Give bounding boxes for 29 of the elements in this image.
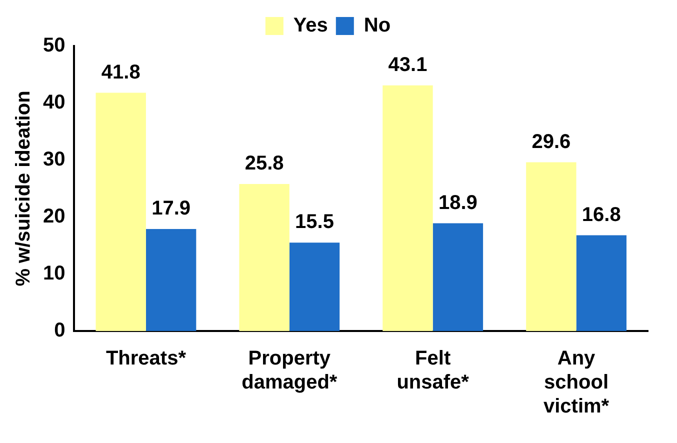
bar bbox=[289, 242, 340, 331]
y-tick-label: 10 bbox=[42, 262, 66, 285]
y-tick-label: 40 bbox=[42, 92, 66, 114]
bar bbox=[576, 235, 626, 331]
bar bbox=[146, 228, 196, 331]
bar bbox=[382, 85, 433, 331]
data-label: 43.1 bbox=[388, 54, 428, 76]
bar bbox=[526, 162, 576, 331]
bar bbox=[432, 223, 484, 331]
x-tick-label: Property damaged* bbox=[242, 348, 338, 394]
y-tick-label: 30 bbox=[42, 148, 66, 171]
data-label: 29.6 bbox=[532, 130, 571, 153]
data-label: 41.8 bbox=[101, 61, 140, 84]
x-tick-label: Threats* bbox=[106, 348, 186, 370]
data-label: 15.5 bbox=[295, 211, 334, 234]
y-axis-title: % w/suicide ideation bbox=[12, 90, 35, 286]
legend-label: No bbox=[364, 14, 391, 37]
y-tick-label: 20 bbox=[42, 206, 66, 228]
legend-label: Yes bbox=[293, 14, 328, 37]
data-label: 16.8 bbox=[582, 204, 621, 226]
data-label: 25.8 bbox=[244, 152, 284, 174]
data-label: 18.9 bbox=[438, 192, 478, 214]
x-tick-label: Any school victim* bbox=[543, 348, 610, 418]
y-tick-label: 50 bbox=[42, 34, 66, 57]
bar bbox=[239, 184, 290, 331]
data-label: 17.9 bbox=[152, 197, 191, 220]
x-tick-label: Felt unsafe* bbox=[396, 348, 470, 394]
y-tick-label: 0 bbox=[54, 320, 66, 342]
bar bbox=[96, 92, 146, 331]
